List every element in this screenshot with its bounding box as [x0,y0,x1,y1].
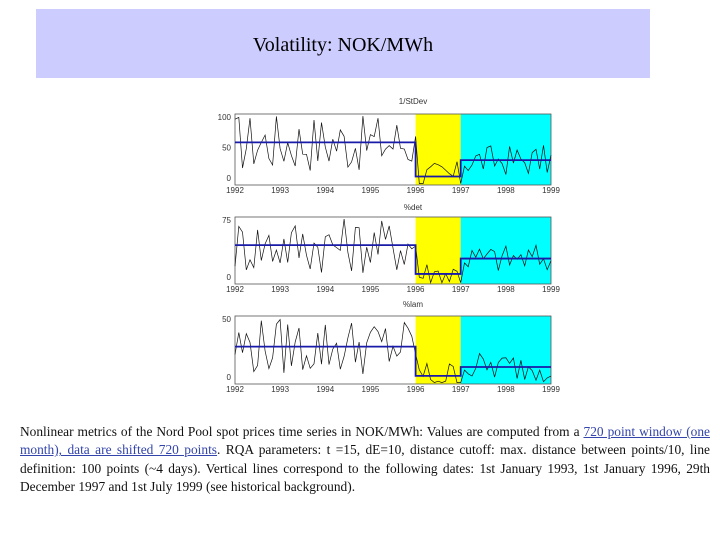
y-tick-3-0: 0 [227,373,232,382]
caption-link[interactable]: 720 point window (one month), data are s… [20,424,710,458]
x-tick-2-1997: 1997 [452,285,470,294]
x-tick-3-1996: 1996 [407,385,425,394]
y-tick-3-50: 50 [222,315,231,324]
plot-frame-3 [234,315,552,385]
x-tick-2-1998: 1998 [497,285,515,294]
x-tick-3-1994: 1994 [316,385,334,394]
shaded-region-3-1 [415,316,461,384]
x-tick-2-1994: 1994 [316,285,334,294]
x-tick-1-1997: 1997 [452,186,470,195]
x-tick-1-1992: 1992 [226,186,244,195]
plot-frame-1 [234,113,552,186]
x-tick-2-1993: 1993 [271,285,289,294]
x-tick-3-1997: 1997 [452,385,470,394]
figure-caption: Nonlinear metrics of the Nord Pool spot … [20,423,710,497]
mean-step-line-3 [235,345,551,377]
header-banner: Volatility: NOK/MWh [36,9,650,78]
panel-title-1: 1/StDev [399,97,427,106]
x-tick-1-1993: 1993 [271,186,289,195]
y-tick-1-0: 0 [227,174,232,183]
series-line-2 [234,218,552,285]
page-title: Volatility: NOK/MWh [252,34,434,56]
caption-text-2: . RQA parameters: t =15, dE=10, distance… [20,442,711,495]
mean-step-line-2 [235,244,551,275]
shaded-region-2-1 [415,217,461,284]
x-tick-3-1998: 1998 [497,385,515,394]
x-tick-3-1993: 1993 [271,385,289,394]
plot-frame-2 [234,216,552,285]
shaded-region-2-2 [460,217,551,284]
x-tick-3-1999: 1999 [542,385,560,394]
x-tick-1-1994: 1994 [316,186,334,195]
y-tick-1-100: 100 [218,113,232,122]
y-tick-2-0: 0 [227,273,232,282]
chart-panels: 1/StDev 1992 1993 1994 1995 1996 1997 1998 1999 1… [218,97,561,394]
x-tick-2-1996: 1996 [407,285,425,294]
x-tick-3-1995: 1995 [362,385,380,394]
x-tick-1-1995: 1995 [362,186,380,195]
x-tick-1-1999: 1999 [542,186,560,195]
shaded-region-1-1 [415,114,461,185]
x-tick-1-1998: 1998 [497,186,515,195]
y-tick-2-75: 75 [222,216,231,225]
x-tick-3-1992: 1992 [226,385,244,394]
y-tick-1-50: 50 [222,144,231,153]
shaded-region-3-2 [460,316,551,384]
caption-text-1: Nonlinear metrics of the Nord Pool spot … [20,424,584,439]
x-tick-2-1999: 1999 [542,285,560,294]
panel-title-3: %lam [403,300,423,309]
x-tick-1-1996: 1996 [407,186,425,195]
x-tick-2-1995: 1995 [362,285,380,294]
mean-step-line-1 [235,141,551,178]
x-tick-2-1992: 1992 [226,285,244,294]
panel-title-2: %det [404,203,423,212]
